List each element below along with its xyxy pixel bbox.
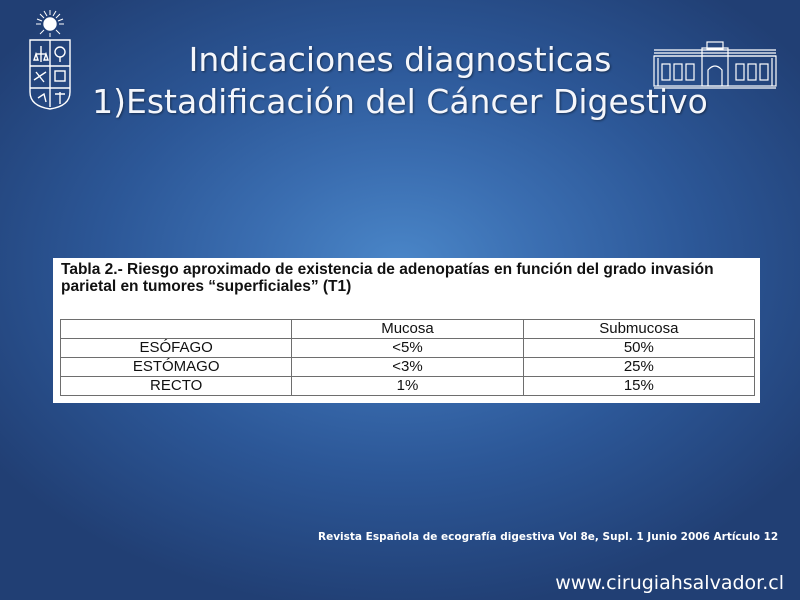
table-row: ESÓFAGO <5% 50% xyxy=(59,338,756,358)
header-cell-mucosa: Mucosa xyxy=(291,319,524,339)
table-figure: Tabla 2.- Riesgo aproximado de existenci… xyxy=(53,258,760,403)
table-cell: 50% xyxy=(522,338,756,358)
website-url: www.cirugiahsalvador.cl xyxy=(555,572,784,594)
university-seal-icon xyxy=(29,10,71,110)
table-cell: 1% xyxy=(291,376,524,396)
table-row: RECTO 1% 15% xyxy=(59,376,756,396)
table-cell: 25% xyxy=(522,357,756,377)
header-cell-submucosa: Submucosa xyxy=(522,319,756,339)
table-header-row: Mucosa Submucosa xyxy=(59,319,756,339)
slide-subtitle: 1)Estadificación del Cáncer Digestivo xyxy=(92,82,708,121)
slide-title: Indicaciones diagnosticas xyxy=(188,40,612,79)
table-cell: 15% xyxy=(522,376,756,396)
row-label: ESTÓMAGO xyxy=(59,357,293,377)
source-citation: Revista Española de ecografía digestiva … xyxy=(318,531,779,543)
header-cell-empty xyxy=(59,319,293,339)
table-caption: Tabla 2.- Riesgo aproximado de existenci… xyxy=(61,261,714,295)
table-row: ESTÓMAGO <3% 25% xyxy=(59,357,756,377)
row-label: RECTO xyxy=(59,376,293,396)
table-cell: <5% xyxy=(291,338,524,358)
building-facade-icon xyxy=(653,41,777,89)
table-cell: <3% xyxy=(291,357,524,377)
row-label: ESÓFAGO xyxy=(59,338,293,358)
lymph-node-risk-table: Mucosa Submucosa ESÓFAGO <5% 50% ESTÓMAG… xyxy=(59,319,756,396)
